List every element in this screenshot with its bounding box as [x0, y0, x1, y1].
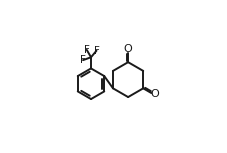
Text: F: F — [84, 45, 90, 55]
Text: O: O — [151, 89, 159, 99]
Text: F: F — [94, 46, 99, 56]
Text: F: F — [80, 55, 86, 65]
Text: O: O — [124, 45, 133, 54]
